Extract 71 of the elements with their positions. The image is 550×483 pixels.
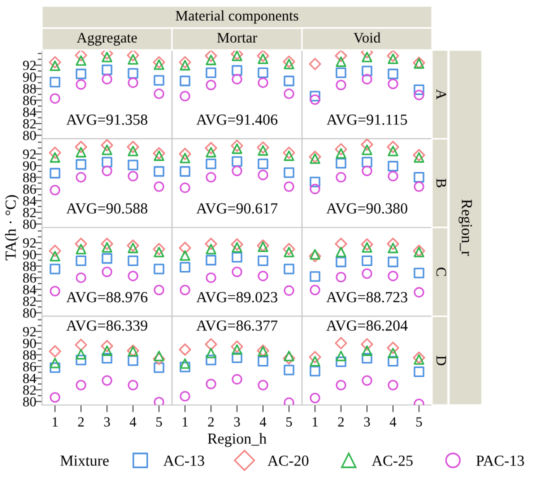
- legend-label: PAC-13: [476, 456, 524, 466]
- y-tick-label: 88: [23, 172, 36, 182]
- x-tick-label: 5: [286, 417, 292, 427]
- annotation: AVG=91.358: [66, 114, 148, 125]
- y-tick-label: 84: [23, 284, 36, 294]
- x-tick-label: 4: [130, 417, 136, 426]
- annotation: AVG=89.023: [196, 292, 278, 302]
- x-tick-label: 5: [416, 417, 422, 427]
- chart-title: Void: [354, 32, 380, 43]
- x-tick-label: 5: [156, 417, 162, 427]
- x-tick-label: 4: [390, 417, 396, 426]
- y-tick-label: 90: [23, 338, 36, 348]
- annotation: AVG=91.115: [326, 114, 407, 125]
- x-tick-label: 1: [52, 417, 58, 426]
- y-tick-label: 86: [23, 273, 36, 283]
- annotation: AVG=90.588: [66, 203, 148, 214]
- x-tick-label: 2: [78, 417, 84, 426]
- annotation: AVG=90.380: [326, 203, 408, 214]
- y-axis-title: TA(h · °C): [5, 195, 19, 260]
- chart-title: Aggregate: [76, 32, 137, 46]
- y-tick-label: 88: [23, 84, 36, 94]
- x-tick-label: 1: [312, 417, 318, 426]
- y2-axis-title: A: [436, 89, 446, 100]
- y-tick-label: 80: [23, 397, 36, 406]
- y2-axis-title: C: [436, 268, 446, 276]
- y-tick-label: 82: [23, 119, 36, 129]
- y-tick-label: 86: [23, 362, 36, 372]
- x-tick-label: 1: [182, 417, 188, 426]
- y-tick-label: 82: [23, 385, 36, 395]
- y-tick-label: 90: [23, 250, 36, 260]
- y-tick-label: 90: [23, 72, 36, 82]
- y-tick-label: 86: [23, 184, 36, 194]
- annotation: AVG=88.723: [326, 292, 408, 302]
- y-tick-label: 88: [23, 350, 36, 360]
- y-tick-label: 88: [23, 262, 36, 271]
- legend-label: AC-25: [372, 456, 413, 466]
- annotation: AVG=91.406: [196, 114, 278, 125]
- y-tick-label: 90: [23, 161, 36, 171]
- annotation: AVG=88.976: [66, 292, 148, 302]
- annotation: AVG=86.339: [66, 320, 148, 331]
- x-axis-title: Region_h: [208, 433, 267, 447]
- legend-title: Mixture: [60, 456, 109, 466]
- legend-label: AC-13: [163, 456, 204, 466]
- annotation: AVG=86.377: [196, 320, 278, 331]
- y-tick-label: 84: [23, 107, 36, 117]
- x-tick-label: 3: [364, 417, 370, 427]
- x-tick-label: 4: [260, 417, 266, 426]
- y2-axis-title: D: [436, 356, 446, 366]
- y-tick-label: 82: [23, 208, 36, 218]
- y-tick-label: 80: [23, 308, 36, 318]
- x-tick-label: 3: [104, 417, 110, 427]
- annotation: AVG=90.617: [196, 203, 278, 214]
- x-tick-label: 2: [338, 417, 344, 426]
- y-tick-label: 92: [23, 150, 36, 159]
- y-tick-label: 92: [23, 238, 36, 248]
- y-tick-label: 80: [23, 130, 36, 140]
- x-tick-label: 3: [234, 417, 240, 427]
- y-tick-label: 84: [23, 196, 36, 206]
- x-tick-label: 2: [208, 417, 214, 426]
- y-tick-label: 84: [23, 374, 36, 384]
- y-tick-label: 92: [23, 327, 36, 336]
- y-tick-label: 86: [23, 96, 36, 106]
- y2-axis-title: B: [436, 178, 446, 188]
- legend-label: AC-20: [268, 456, 308, 466]
- annotation: AVG=86.204: [326, 320, 408, 331]
- y-tick-label: 80: [23, 220, 36, 229]
- chart-subtitle: Material components: [176, 10, 298, 24]
- chart-title: Mortar: [217, 32, 258, 43]
- y-tick-label: 92: [23, 60, 36, 70]
- text: Region_r: [458, 200, 472, 256]
- y-tick-label: 82: [23, 296, 36, 306]
